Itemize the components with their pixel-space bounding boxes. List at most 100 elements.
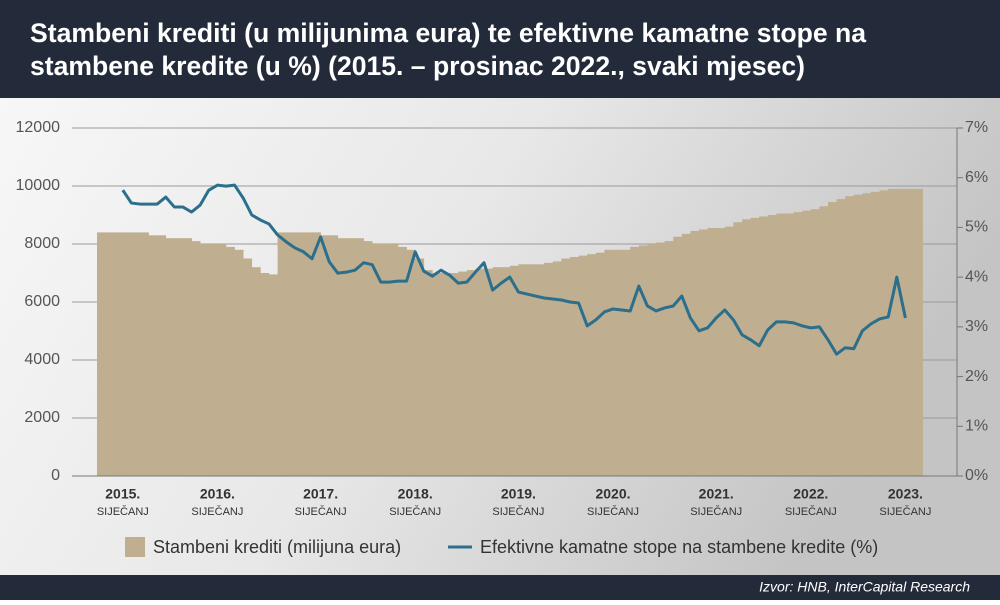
bar: [587, 254, 597, 476]
bar: [260, 273, 270, 476]
line: [121, 183, 907, 356]
bar: [303, 232, 313, 476]
bar: [234, 249, 244, 476]
bar: [449, 273, 459, 476]
source: Izvor: HNB, InterCapital Research: [759, 579, 970, 595]
bar: [286, 232, 296, 476]
bar: [122, 232, 132, 476]
bar: [707, 228, 717, 476]
bar: [690, 230, 700, 476]
legend-swatch: [125, 537, 145, 557]
bar: [664, 241, 674, 476]
bar: [105, 232, 115, 476]
bar: [415, 258, 425, 476]
bar: [595, 252, 605, 476]
bar: [785, 213, 794, 477]
bar: [131, 232, 141, 476]
bar: [699, 229, 708, 476]
bar: [174, 238, 184, 476]
y-tick-label: 4000: [24, 351, 60, 368]
bar: [853, 194, 863, 476]
bar: [294, 232, 304, 476]
bar: [518, 264, 528, 476]
bar: [337, 238, 347, 476]
bar: [372, 244, 382, 476]
bar: [750, 217, 760, 476]
y2-tick-label: 3%: [965, 318, 988, 335]
bar: [552, 261, 562, 476]
bar: [441, 273, 450, 476]
bar: [767, 215, 777, 476]
x-tick-sublabel: SIJEČANJ: [492, 505, 544, 518]
bar: [733, 222, 743, 476]
y-tick-label: 2000: [24, 409, 60, 426]
chart-title: Stambeni krediti (u milijunima eura) te …: [30, 18, 867, 48]
y-tick-label: 6000: [24, 293, 60, 310]
bar: [346, 238, 356, 476]
bar: [380, 244, 390, 476]
bar: [742, 219, 751, 476]
bar: [888, 188, 898, 476]
y-tick-label: 0: [51, 467, 60, 484]
y2-tick-label: 0%: [965, 467, 988, 484]
bar: [544, 262, 554, 476]
bar: [535, 264, 545, 476]
bar: [621, 249, 631, 476]
bar: [896, 188, 906, 476]
bar: [793, 212, 803, 476]
bar: [208, 244, 218, 476]
bar: [217, 244, 227, 476]
bar: [269, 274, 278, 476]
bar: [329, 235, 339, 476]
x-tick-label: 2019.: [501, 486, 536, 502]
bar: [492, 267, 502, 476]
bar: [638, 245, 648, 476]
bar: [879, 190, 889, 476]
bar: [406, 249, 416, 476]
y2-tick-label: 2%: [965, 368, 988, 385]
bar: [914, 188, 923, 476]
bar: [681, 233, 691, 476]
bar: [501, 267, 511, 476]
bar: [613, 249, 622, 476]
bar: [673, 236, 683, 476]
bar: [647, 244, 657, 476]
bar: [200, 244, 210, 476]
x-tick-sublabel: SIJEČANJ: [295, 505, 347, 518]
bar: [484, 268, 493, 476]
y-tick-label: 10000: [16, 177, 61, 194]
bar: [183, 238, 192, 476]
x-tick-sublabel: SIJEČANJ: [785, 505, 837, 518]
bar: [759, 216, 769, 476]
bar: [165, 238, 175, 476]
bar: [114, 232, 124, 476]
y-tick-label: 12000: [16, 119, 61, 136]
bar: [312, 232, 321, 476]
bar: [509, 265, 519, 476]
bar: [97, 232, 106, 476]
bar: [724, 226, 734, 476]
header: [0, 0, 1000, 98]
x-tick-sublabel: SIJEČANJ: [690, 505, 742, 518]
bar: [432, 273, 442, 476]
bar: [871, 191, 880, 477]
y2-tick-label: 7%: [965, 119, 988, 136]
bar: [527, 264, 536, 476]
bar: [148, 235, 158, 476]
bar: [226, 246, 235, 476]
x-tick-label: 2023.: [888, 486, 923, 502]
y2-tick-label: 1%: [965, 418, 988, 435]
x-tick-label: 2017.: [303, 486, 338, 502]
bar: [475, 268, 485, 476]
bar: [570, 257, 579, 476]
x-tick-label: 2016.: [200, 486, 235, 502]
x-tick-label: 2022.: [793, 486, 828, 502]
y2-tick-label: 4%: [965, 268, 988, 285]
bar: [845, 196, 855, 476]
bar: [802, 210, 812, 476]
bar: [828, 201, 837, 476]
bar: [810, 209, 820, 476]
bar: [355, 238, 364, 476]
bar: [836, 199, 846, 477]
